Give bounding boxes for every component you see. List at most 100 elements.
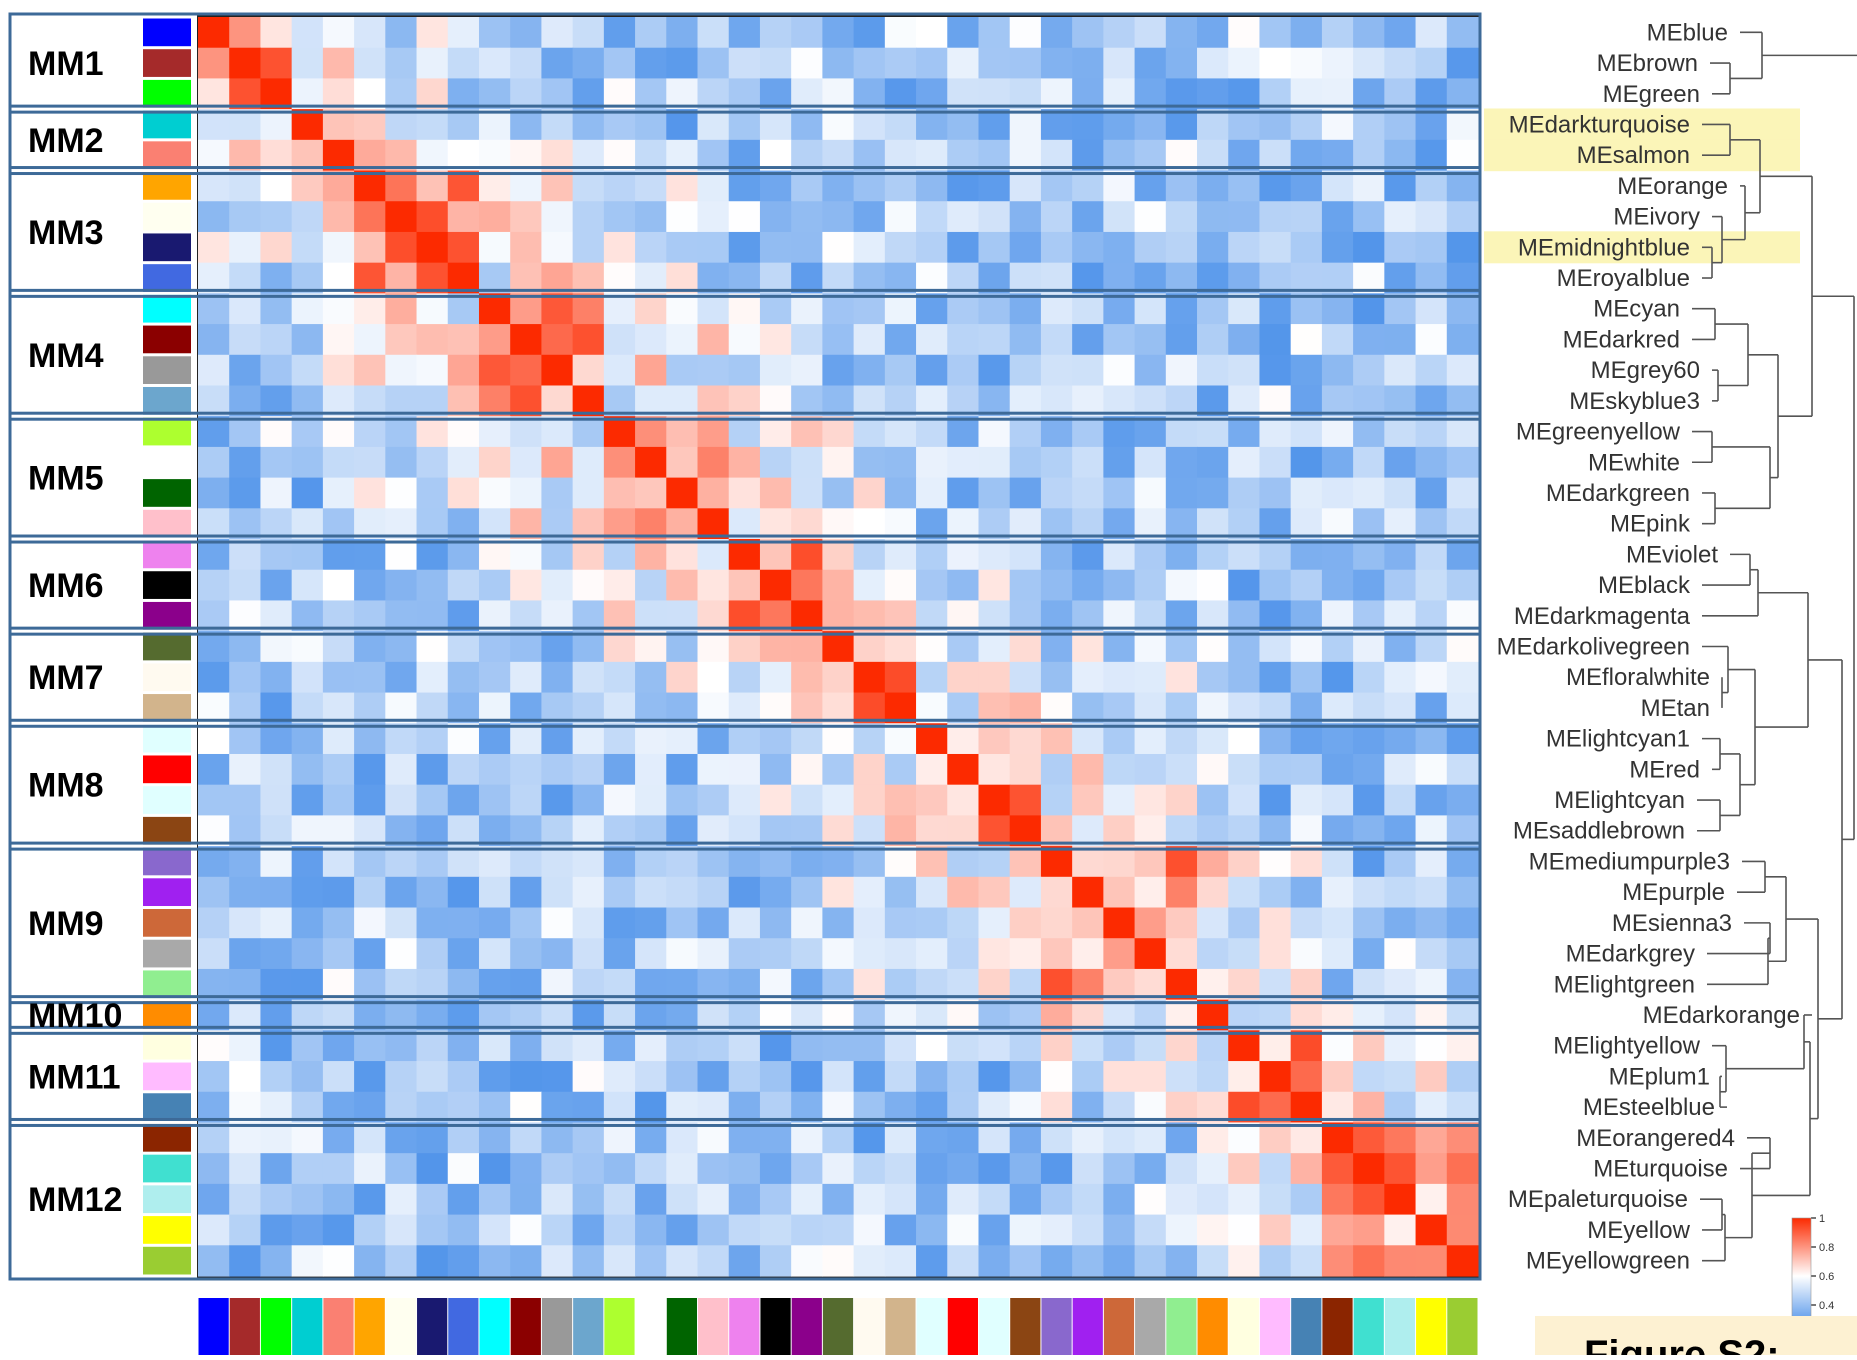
heatmap-cell — [322, 692, 355, 724]
module-label: MM9 — [28, 905, 104, 943]
heatmap-cell — [354, 1214, 386, 1246]
heatmap-cell — [791, 324, 823, 356]
heatmap-cell — [291, 201, 324, 233]
heatmap-cell — [947, 170, 980, 202]
heatmap-cell — [1353, 907, 1385, 939]
heatmap-cell — [510, 661, 543, 694]
heatmap-cell — [1384, 1214, 1417, 1246]
heatmap-cell — [1384, 446, 1417, 479]
heatmap-cell — [1165, 109, 1198, 141]
heatmap-cell — [791, 416, 823, 448]
heatmap-cell — [229, 938, 262, 970]
heatmap-cell — [291, 477, 324, 509]
heatmap-cell — [759, 1183, 792, 1216]
heatmap-cell — [1165, 1245, 1198, 1277]
heatmap-cell — [978, 446, 1011, 479]
heatmap-cell — [1134, 139, 1167, 172]
heatmap-cell — [1321, 569, 1354, 602]
heatmap-cell — [1259, 385, 1292, 417]
heatmap-cell — [510, 631, 543, 663]
heatmap-cell — [822, 262, 855, 294]
heatmap-cell — [260, 1245, 293, 1277]
heatmap-cell — [978, 1061, 1011, 1093]
heatmap-cell — [666, 539, 699, 571]
heatmap-cell — [260, 1122, 293, 1154]
heatmap-cell — [1103, 661, 1136, 694]
heatmap-cell — [853, 569, 886, 602]
heatmap-cell — [1384, 385, 1417, 417]
heatmap-cell — [603, 385, 636, 417]
heatmap-cell — [978, 1153, 1011, 1185]
heatmap-cell — [385, 109, 418, 141]
heatmap-cell — [916, 324, 948, 356]
heatmap-cell — [322, 1214, 355, 1246]
heatmap-cell — [759, 139, 792, 172]
heatmap-cell — [728, 569, 761, 602]
heatmap-cell — [572, 661, 605, 694]
heatmap-cell — [229, 968, 262, 1001]
heatmap-cell — [1040, 999, 1073, 1031]
module-color-swatch — [885, 1298, 916, 1355]
heatmap-cell — [572, 385, 605, 417]
heatmap-cell — [478, 231, 511, 264]
heatmap-cell — [697, 692, 730, 724]
heatmap-cell — [291, 938, 324, 970]
heatmap-cell — [510, 938, 543, 970]
heatmap-cell — [1353, 661, 1385, 694]
heatmap-cell — [322, 661, 355, 694]
heatmap-cell — [1134, 999, 1167, 1031]
heatmap-cell — [416, 78, 449, 110]
module-frame — [8, 626, 1482, 728]
heatmap-cell — [260, 17, 293, 49]
heatmap-cell — [1103, 539, 1136, 571]
eigengene-label: MEtan — [1641, 695, 1710, 722]
heatmap-cell — [198, 723, 230, 755]
heatmap-cell — [416, 569, 449, 602]
heatmap-cell — [1009, 354, 1042, 387]
heatmap-cell — [1197, 170, 1229, 202]
heatmap-cell — [1446, 416, 1479, 448]
heatmap-cell — [1321, 17, 1354, 49]
heatmap-cell — [198, 907, 230, 939]
heatmap-cell — [572, 631, 605, 663]
heatmap-cell — [541, 293, 574, 325]
heatmap-cell — [447, 231, 480, 264]
heatmap-cell — [322, 784, 355, 816]
heatmap-cell — [759, 938, 792, 970]
heatmap-cell — [1165, 539, 1198, 571]
heatmap-cell — [1072, 784, 1104, 816]
heatmap-cell — [822, 692, 855, 724]
heatmap-cell — [1228, 569, 1261, 602]
heatmap-cell — [728, 139, 761, 172]
heatmap-cell — [1415, 17, 1448, 49]
heatmap-cell — [822, 753, 855, 786]
module-color-swatch — [143, 1031, 191, 1060]
heatmap-cell — [1321, 78, 1354, 110]
heatmap-cell — [1103, 262, 1136, 294]
heatmap-cell — [1072, 600, 1104, 632]
heatmap-cell — [416, 231, 449, 264]
heatmap-cell — [1072, 1122, 1104, 1154]
module-frame — [8, 718, 1482, 851]
heatmap-cell — [416, 324, 449, 356]
heatmap-cell — [1353, 1030, 1385, 1062]
heatmap-cell — [666, 262, 699, 294]
heatmap-cell — [791, 661, 823, 694]
heatmap-cell — [728, 1091, 761, 1124]
heatmap-cell — [916, 446, 948, 479]
heatmap-cell — [198, 1061, 230, 1093]
heatmap-cell — [510, 293, 543, 325]
heatmap-cell — [635, 354, 667, 387]
heatmap-cell — [1415, 416, 1448, 448]
heatmap-cell — [416, 999, 449, 1031]
heatmap-cells — [197, 15, 1479, 1278]
heatmap-cell — [1009, 1153, 1042, 1185]
eigengene-label: MEroyalblue — [1557, 265, 1690, 292]
heatmap-cell — [1259, 17, 1292, 49]
heatmap-cell — [322, 446, 355, 479]
heatmap-cell — [1197, 1122, 1229, 1154]
heatmap-cell — [635, 876, 667, 909]
heatmap-cell — [884, 907, 917, 939]
heatmap-cell — [978, 1214, 1011, 1246]
heatmap-cell — [1228, 293, 1261, 325]
